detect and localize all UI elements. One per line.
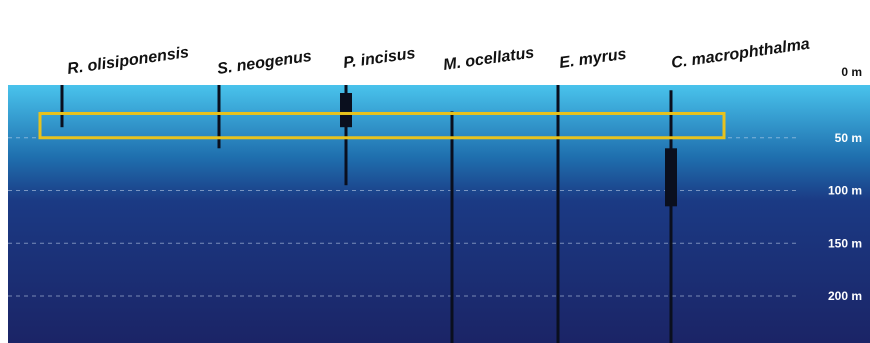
species-core-range-bar [665, 148, 677, 207]
highlight-depth-band [38, 111, 726, 140]
species-label: E. myrus [558, 46, 627, 72]
species-range-line [344, 85, 348, 186]
water-column [8, 85, 870, 343]
depth-label: 0 m [841, 65, 862, 79]
species-range-line [60, 85, 64, 128]
species-core-range-bar [340, 93, 352, 128]
species-label: R. olisiponensis [66, 44, 190, 78]
depth-label: 100 m [828, 184, 862, 198]
depth-label: 200 m [828, 289, 862, 303]
depth-label: 150 m [828, 236, 862, 250]
species-range-line [556, 85, 560, 343]
species-label: P. incisus [342, 45, 416, 72]
depth-label: 50 m [835, 131, 862, 145]
species-label: S. neogenus [216, 48, 313, 78]
species-label: M. ocellatus [442, 44, 535, 74]
species-range-line [669, 90, 673, 343]
species-range-line [217, 85, 221, 149]
species-label: C. macrophthalma [670, 36, 811, 72]
species-range-line [450, 111, 454, 343]
